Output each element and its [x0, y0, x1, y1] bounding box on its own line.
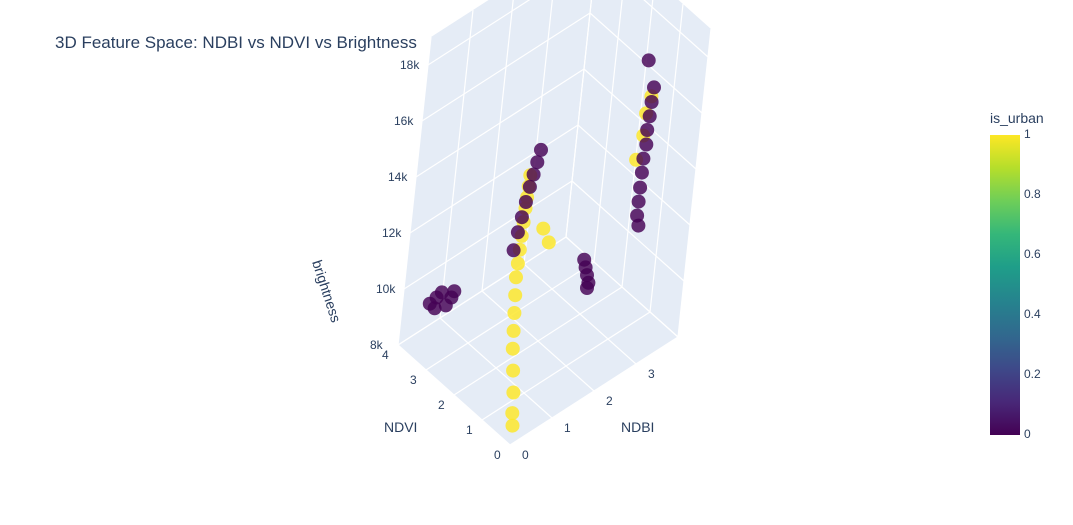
data-point-non-urban[interactable] [631, 218, 646, 233]
grid-line-z [415, 68, 585, 178]
data-point-non-urban[interactable] [522, 179, 537, 194]
data-point-non-urban[interactable] [634, 165, 649, 180]
grid-line-z [397, 236, 567, 346]
data-point-non-urban[interactable] [577, 252, 592, 267]
data-point-non-urban[interactable] [636, 151, 651, 166]
y-tick-label: 0 [494, 448, 501, 462]
y-tick-label: 1 [466, 423, 473, 437]
data-point-urban[interactable] [508, 288, 523, 303]
y-tick-label: 4 [382, 348, 389, 362]
x-tick-label: 3 [648, 367, 655, 381]
x-tick-label: 2 [606, 394, 613, 408]
grid-line-y [593, 0, 623, 263]
data-point-non-urban[interactable] [647, 80, 661, 95]
grid-line-z [403, 180, 573, 290]
data-point-urban[interactable] [505, 406, 520, 421]
data-point-non-urban[interactable] [526, 167, 541, 182]
data-point-non-urban[interactable] [444, 290, 459, 305]
data-point-non-urban[interactable] [518, 195, 533, 209]
colorbar-title: is_urban [990, 110, 1044, 126]
data-point-non-urban[interactable] [506, 243, 521, 258]
data-point-non-urban[interactable] [641, 53, 656, 68]
y-tick-label: 3 [410, 373, 417, 387]
y-tick-label: 2 [438, 398, 445, 412]
data-point-urban[interactable] [510, 256, 525, 271]
data-point-non-urban[interactable] [644, 95, 659, 109]
colorbar-tick-label: 0.2 [1024, 367, 1041, 381]
grid-line-z [571, 180, 685, 282]
z-tick-label: 14k [388, 170, 408, 184]
data-point-non-urban[interactable] [422, 296, 437, 311]
z-tick-label: 8k [370, 338, 384, 352]
grid-line-z [643, 0, 709, 58]
grid-line-z [583, 68, 697, 170]
data-point-urban[interactable] [541, 235, 556, 250]
colorbar-tick-label: 0.6 [1024, 247, 1041, 261]
z-tick-label: 18k [400, 58, 420, 72]
data-point-urban[interactable] [506, 323, 521, 338]
grid-line-y [677, 28, 712, 338]
chart-title: 3D Feature Space: NDBI vs NDVI vs Bright… [55, 33, 417, 52]
y-axis-label: NDVI [384, 419, 417, 435]
data-point-urban[interactable] [509, 270, 523, 285]
data-point-urban[interactable] [505, 418, 520, 433]
data-point-non-urban[interactable] [530, 155, 545, 170]
colorbar-tick-label: 0.4 [1024, 307, 1041, 321]
z-tick-label: 10k [376, 282, 396, 296]
data-point-urban[interactable] [507, 306, 522, 320]
data-point-urban[interactable] [505, 341, 520, 356]
grid-line-z [427, 0, 531, 66]
z-tick-label: 12k [382, 226, 402, 240]
x-tick-label: 1 [564, 421, 571, 435]
grid-line-x [439, 9, 474, 319]
grid-line-y [453, 286, 623, 396]
grid-line-x [397, 36, 432, 346]
tick-labels: 0 1 2 3 0 1 2 3 48k 10k 12k 14k 16k 18k [370, 58, 655, 462]
data-points [422, 53, 661, 433]
grid-line-z [577, 124, 691, 226]
x-axis-label: NDBI [621, 419, 654, 435]
data-point-non-urban[interactable] [642, 109, 657, 124]
z-tick-label: 16k [394, 114, 414, 128]
data-point-non-urban[interactable] [514, 210, 529, 225]
data-point-non-urban[interactable] [510, 225, 525, 240]
grid-line-y [565, 0, 592, 238]
grid-line-z [421, 12, 591, 122]
colorbar-tick-label: 0 [1024, 427, 1031, 441]
axis-panes [398, 0, 711, 445]
data-point-urban[interactable] [506, 385, 521, 400]
data-point-non-urban[interactable] [534, 142, 548, 157]
colorbar-tick-label: 0.8 [1024, 187, 1041, 201]
z-axis-label: brightness [309, 258, 344, 324]
grid-line-y [481, 311, 651, 421]
grid-line-z [409, 124, 579, 234]
colorbar-tick-label: 1 [1024, 127, 1031, 141]
data-point-non-urban[interactable] [633, 180, 648, 195]
x-tick-label: 0 [522, 448, 529, 462]
data-point-non-urban[interactable] [640, 123, 655, 137]
colorbar [990, 135, 1020, 435]
data-point-non-urban[interactable] [639, 137, 654, 152]
grid-line-y [509, 336, 679, 446]
grid-line-y [649, 3, 684, 313]
data-point-urban[interactable] [536, 221, 551, 236]
grid-line-x [481, 0, 514, 292]
data-point-non-urban[interactable] [631, 194, 646, 209]
data-point-urban[interactable] [506, 363, 521, 378]
